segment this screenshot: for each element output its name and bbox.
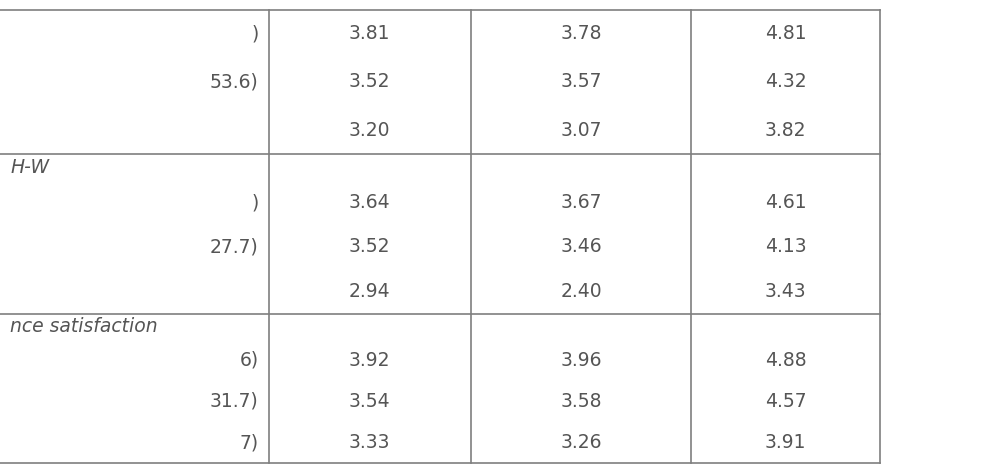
Text: 3.92: 3.92 bbox=[349, 351, 391, 370]
Text: 3.81: 3.81 bbox=[349, 24, 391, 43]
Text: 4.32: 4.32 bbox=[765, 72, 807, 91]
Text: 3.58: 3.58 bbox=[560, 392, 602, 411]
Text: 4.88: 4.88 bbox=[765, 351, 807, 370]
Text: 2.94: 2.94 bbox=[349, 282, 391, 301]
Text: H-W: H-W bbox=[10, 158, 49, 177]
Text: 3.46: 3.46 bbox=[560, 238, 602, 256]
Text: 4.13: 4.13 bbox=[765, 238, 807, 256]
Text: 7): 7) bbox=[239, 433, 259, 452]
Text: 6): 6) bbox=[239, 351, 259, 370]
Text: 3.07: 3.07 bbox=[560, 121, 602, 140]
Text: 3.52: 3.52 bbox=[349, 72, 391, 91]
Text: 27.7): 27.7) bbox=[209, 238, 259, 256]
Text: 31.7): 31.7) bbox=[209, 392, 259, 411]
Text: 3.91: 3.91 bbox=[765, 433, 807, 452]
Text: 3.54: 3.54 bbox=[349, 392, 391, 411]
Text: nce satisfaction: nce satisfaction bbox=[10, 317, 157, 336]
Text: 3.57: 3.57 bbox=[560, 72, 602, 91]
Text: 3.20: 3.20 bbox=[349, 121, 391, 140]
Text: 4.57: 4.57 bbox=[765, 392, 807, 411]
Text: ): ) bbox=[252, 193, 259, 212]
Text: 3.26: 3.26 bbox=[560, 433, 602, 452]
Text: 3.96: 3.96 bbox=[560, 351, 602, 370]
Text: 3.64: 3.64 bbox=[349, 193, 391, 212]
Text: ): ) bbox=[252, 24, 259, 43]
Text: 53.6): 53.6) bbox=[209, 72, 259, 91]
Text: 3.43: 3.43 bbox=[765, 282, 807, 301]
Text: 4.81: 4.81 bbox=[765, 24, 807, 43]
Text: 4.61: 4.61 bbox=[765, 193, 807, 212]
Text: 3.33: 3.33 bbox=[349, 433, 391, 452]
Text: 3.78: 3.78 bbox=[560, 24, 602, 43]
Text: 2.40: 2.40 bbox=[560, 282, 602, 301]
Text: 3.67: 3.67 bbox=[560, 193, 602, 212]
Text: 3.82: 3.82 bbox=[765, 121, 807, 140]
Text: 3.52: 3.52 bbox=[349, 238, 391, 256]
